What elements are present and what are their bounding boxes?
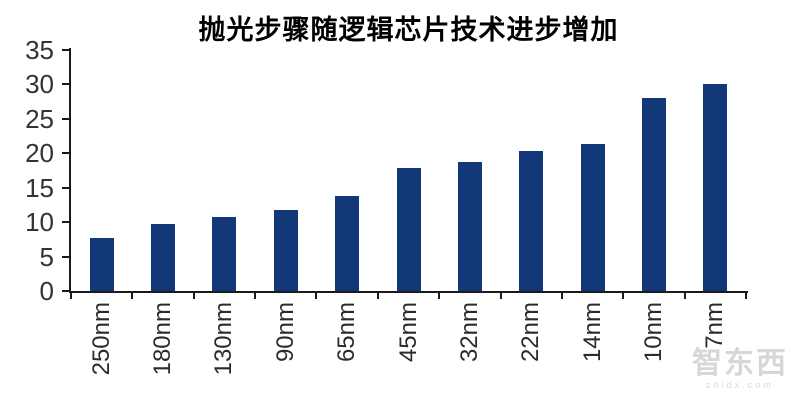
x-label-130nm: 130nm	[210, 302, 238, 376]
bar-65nm	[335, 195, 360, 291]
y-axis-line	[69, 48, 71, 293]
x-tick-mark	[683, 293, 686, 299]
y-tick-mark	[62, 186, 71, 189]
x-label-65nm: 65nm	[333, 302, 361, 363]
x-tick-mark	[254, 293, 257, 299]
watermark: 智东西 zhidx.com	[684, 348, 796, 391]
y-tick-mark	[62, 255, 71, 258]
y-tick-mark	[62, 290, 71, 292]
x-tick-mark	[70, 293, 72, 299]
bar-22nm	[519, 151, 544, 291]
y-tick-label: 15	[25, 172, 54, 203]
x-label-180nm: 180nm	[149, 302, 177, 376]
x-axis-line	[69, 291, 748, 293]
y-tick-mark	[62, 83, 71, 86]
x-tick-mark	[376, 293, 379, 299]
y-tick-label: 30	[25, 69, 54, 100]
bar-180nm	[151, 223, 176, 291]
x-label-22nm: 22nm	[517, 302, 545, 363]
watermark-domain-text: zhidx.com	[706, 380, 774, 390]
plot-area	[71, 50, 746, 291]
y-tick-mark	[62, 152, 71, 155]
bar-32nm	[457, 162, 482, 291]
x-label-10nm: 10nm	[639, 302, 667, 363]
y-tick-label: 0	[39, 276, 54, 306]
x-tick-mark	[745, 293, 747, 299]
x-tick-mark	[315, 293, 318, 299]
x-label-90nm: 90nm	[271, 302, 299, 363]
bar-45nm	[396, 168, 421, 291]
x-label-14nm: 14nm	[578, 302, 606, 363]
x-tick-mark	[622, 293, 625, 299]
x-tick-mark	[131, 293, 134, 299]
y-tick-label: 10	[25, 207, 54, 238]
bar-130nm	[212, 217, 237, 291]
x-tick-mark	[192, 293, 195, 299]
x-label-250nm: 250nm	[87, 302, 115, 376]
bar-14nm	[580, 143, 605, 291]
y-tick-label: 20	[25, 138, 54, 169]
bar-10nm	[641, 98, 666, 291]
y-tick-mark	[62, 49, 71, 51]
x-label-45nm: 45nm	[394, 302, 422, 363]
chart-title: 抛光步骤随逻辑芯片技术进步增加	[198, 15, 619, 45]
y-tick-mark	[62, 117, 71, 120]
x-tick-mark	[560, 293, 563, 299]
y-tick-label: 35	[25, 35, 54, 65]
bar-250nm	[89, 237, 114, 291]
bar-90nm	[273, 210, 298, 291]
y-tick-mark	[62, 221, 71, 224]
x-tick-mark	[438, 293, 441, 299]
bar-7nm	[703, 84, 728, 291]
y-tick-label: 5	[39, 241, 54, 272]
x-tick-mark	[499, 293, 502, 299]
y-tick-label: 25	[25, 103, 54, 134]
watermark-brand-text: 智东西	[692, 347, 788, 380]
x-label-32nm: 32nm	[455, 302, 483, 363]
